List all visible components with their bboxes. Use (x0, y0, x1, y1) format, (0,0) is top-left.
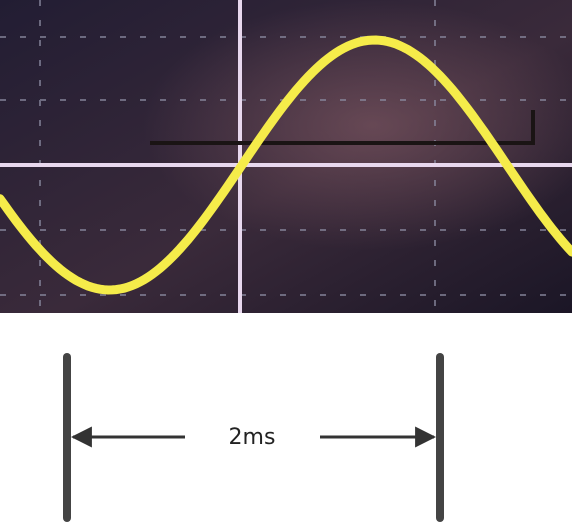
scope-screen (0, 0, 572, 313)
screen-glow (0, 0, 572, 313)
period-label: 2ms (229, 425, 276, 450)
diagram: 2ms (0, 0, 572, 524)
period-annotation: 2ms (67, 357, 440, 518)
page: {"annotation": {"label": "2ms"}} (0, 0, 572, 524)
